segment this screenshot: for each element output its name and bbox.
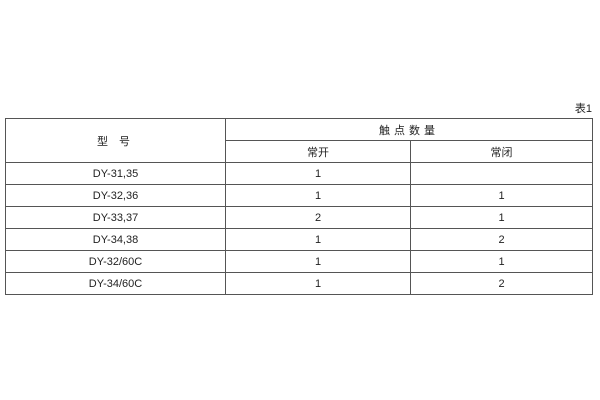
normally-open-cell: 2	[225, 206, 411, 229]
normally-closed-cell: 1	[410, 184, 593, 207]
header-normally-closed: 常闭	[410, 140, 593, 163]
table-row: DY-34,38 1 2	[5, 228, 593, 251]
normally-open-cell: 1	[225, 228, 411, 251]
table-row: DY-34/60C 1 2	[5, 272, 593, 295]
normally-closed-cell: 1	[410, 206, 593, 229]
table-row: DY-33,37 2 1	[5, 206, 593, 229]
table-row: DY-32/60C 1 1	[5, 250, 593, 273]
table-row: DY-32,36 1 1	[5, 184, 593, 207]
table-caption: 表1	[574, 103, 592, 115]
normally-closed-cell: 2	[410, 228, 593, 251]
header-row: 型 号 触点数量	[5, 118, 593, 163]
header-model: 型 号	[5, 118, 226, 163]
normally-open-cell: 1	[225, 162, 411, 185]
normally-closed-cell: 2	[410, 272, 593, 295]
contact-table: 型 号 触点数量 常开 常闭 DY-31,35 1 DY-32,36 1 1 DY-33,…	[5, 118, 593, 295]
model-cell: DY-31,35	[5, 162, 226, 185]
header-normally-open: 常开	[225, 140, 411, 163]
model-cell: DY-34,38	[5, 228, 226, 251]
normally-open-cell: 1	[225, 184, 411, 207]
normally-open-cell: 1	[225, 272, 411, 295]
model-cell: DY-32,36	[5, 184, 226, 207]
model-cell: DY-32/60C	[5, 250, 226, 273]
model-cell: DY-34/60C	[5, 272, 226, 295]
model-cell: DY-33,37	[5, 206, 226, 229]
normally-closed-cell	[410, 162, 593, 185]
normally-open-cell: 1	[225, 250, 411, 273]
header-contacts: 触点数量	[225, 118, 593, 141]
table-row: DY-31,35 1	[5, 162, 593, 185]
normally-closed-cell: 1	[410, 250, 593, 273]
